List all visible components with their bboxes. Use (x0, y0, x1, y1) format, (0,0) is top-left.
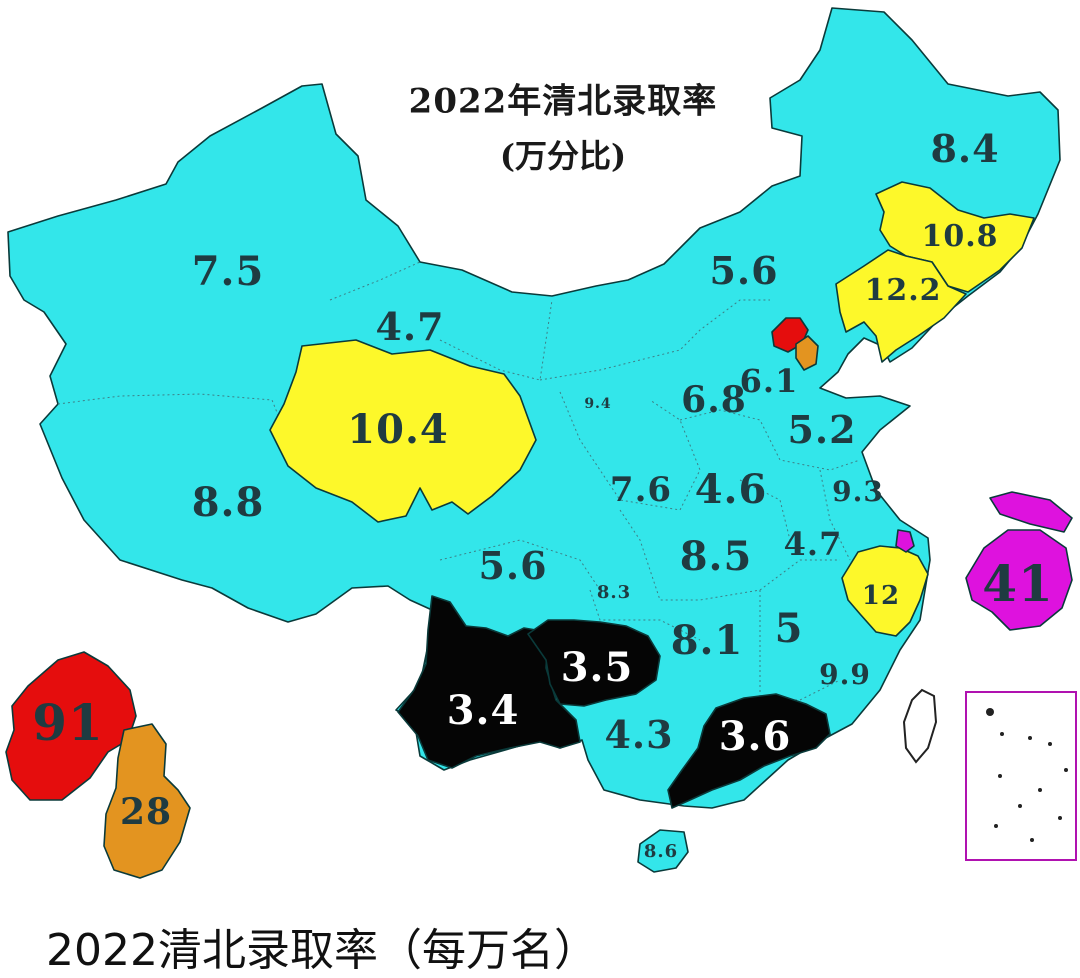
label-hainan: 8.6 (643, 841, 679, 862)
label-gansu: 4.7 (375, 304, 445, 349)
label-shandong: 5.2 (787, 407, 857, 452)
label-liaoning: 12.2 (864, 273, 942, 308)
label-hebei: 6.1 (739, 362, 799, 400)
label-heilongjiang: 8.4 (930, 126, 1000, 171)
label-tianjin: 28 (119, 791, 173, 833)
label-jiangxi: 5 (774, 605, 804, 652)
inset-islands (986, 708, 1068, 842)
beijing-inset (5, 651, 137, 801)
tianjin-inset (103, 723, 191, 879)
region-tianjin (795, 335, 819, 371)
label-yunnan: 3.4 (446, 687, 520, 734)
label-shanghai: 41 (982, 554, 1054, 613)
label-anhui: 4.7 (783, 525, 843, 563)
label-beijing: 91 (32, 693, 104, 752)
label-shanxi: 6.8 (681, 379, 747, 421)
label-inner-mongolia: 5.6 (709, 248, 779, 293)
label-guangxi: 4.3 (604, 712, 674, 757)
map-subtitle: (万分比) (499, 137, 627, 175)
label-guangdong: 3.6 (718, 713, 792, 760)
label-jilin: 10.8 (921, 219, 999, 254)
label-xinjiang: 7.5 (191, 248, 265, 295)
label-hunan: 8.1 (670, 617, 744, 664)
label-tibet: 8.8 (191, 479, 265, 526)
label-fujian: 9.9 (819, 658, 871, 691)
south-china-sea-inset (965, 691, 1077, 861)
map-title: 2022年清北录取率 (408, 81, 718, 122)
label-ningxia: 9.4 (584, 396, 612, 412)
region-shanghai-small (895, 529, 915, 553)
region-liaoning (835, 249, 967, 363)
label-shaanxi: 7.6 (609, 470, 673, 510)
label-chongqing: 8.3 (596, 582, 632, 603)
region-guangdong (667, 693, 831, 809)
label-jiangsu: 9.3 (832, 475, 884, 508)
label-hubei: 8.5 (679, 533, 753, 580)
region-hainan (637, 829, 689, 873)
region-jilin (875, 181, 1035, 293)
label-sichuan: 5.6 (478, 543, 548, 588)
region-qinghai (269, 339, 537, 523)
shanghai-inset (965, 491, 1073, 631)
map-caption: 2022清北录取率（每万名） (46, 925, 598, 976)
label-zhejiang: 12 (861, 581, 901, 611)
region-taiwan (902, 688, 938, 764)
label-guizhou: 3.5 (560, 644, 634, 691)
label-qinghai: 10.4 (347, 406, 449, 453)
label-henan: 4.6 (694, 466, 768, 513)
region-guizhou (527, 619, 661, 707)
